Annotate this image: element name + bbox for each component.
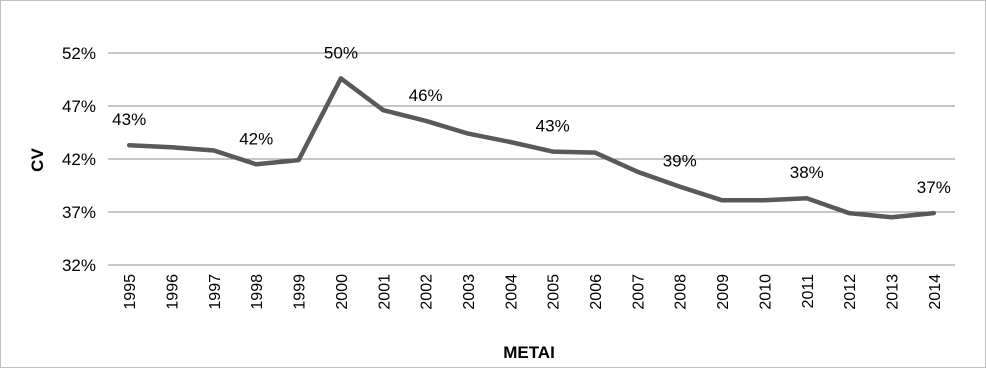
data-label: 43% — [536, 117, 570, 136]
x-tick-label: 2011 — [800, 274, 817, 309]
series-layer — [126, 76, 937, 220]
y-tick-label: 42% — [62, 150, 96, 169]
y-tick-label: 37% — [62, 203, 96, 222]
x-tick-label: 2012 — [842, 274, 859, 310]
x-tick-label: 1996 — [165, 274, 182, 310]
y-axis-title: CV — [28, 148, 47, 172]
x-tick-label: 2001 — [376, 274, 393, 310]
y-tick-label: 32% — [62, 256, 96, 275]
data-label: 43% — [112, 110, 146, 129]
x-axis-title: METAI — [503, 343, 555, 362]
y-tick-label: 52% — [62, 44, 96, 63]
x-tick-label: 2006 — [588, 274, 605, 310]
data-label: 46% — [409, 86, 443, 105]
x-tick-label: 1997 — [207, 274, 224, 310]
x-tick-label: 2014 — [927, 274, 944, 310]
data-label: 38% — [790, 163, 824, 182]
x-tick-label: 2013 — [884, 274, 901, 310]
y-tick-label: 47% — [62, 97, 96, 116]
cv-series-line — [126, 76, 937, 220]
gridlines — [108, 52, 955, 266]
data-labels: 43% 42% 50% 46% 43% 39% 38% 37% — [112, 43, 951, 197]
x-tick-label: 2000 — [334, 274, 351, 310]
x-tick-label: 2002 — [419, 274, 436, 310]
data-label: 50% — [324, 43, 358, 62]
x-tick-label: 2003 — [461, 274, 478, 310]
y-axis-ticks: 32% 37% 42% 47% 52% — [62, 44, 96, 275]
data-label: 42% — [239, 129, 273, 148]
x-tick-label: 1999 — [292, 274, 309, 310]
x-tick-label: 2005 — [546, 274, 563, 310]
data-label: 37% — [917, 178, 951, 197]
x-tick-label: 1995 — [122, 274, 139, 310]
x-tick-label: 2004 — [503, 274, 520, 310]
x-axis-ticks: 1995 1996 1997 1998 1999 2000 2001 2002 2003 2004… — [122, 274, 944, 310]
x-tick-label: 2009 — [715, 274, 732, 310]
x-tick-label: 2007 — [630, 274, 647, 310]
x-tick-label: 2008 — [673, 274, 690, 310]
x-tick-label: 1998 — [249, 274, 266, 310]
data-label: 39% — [663, 152, 697, 171]
x-tick-label: 2010 — [757, 274, 774, 310]
